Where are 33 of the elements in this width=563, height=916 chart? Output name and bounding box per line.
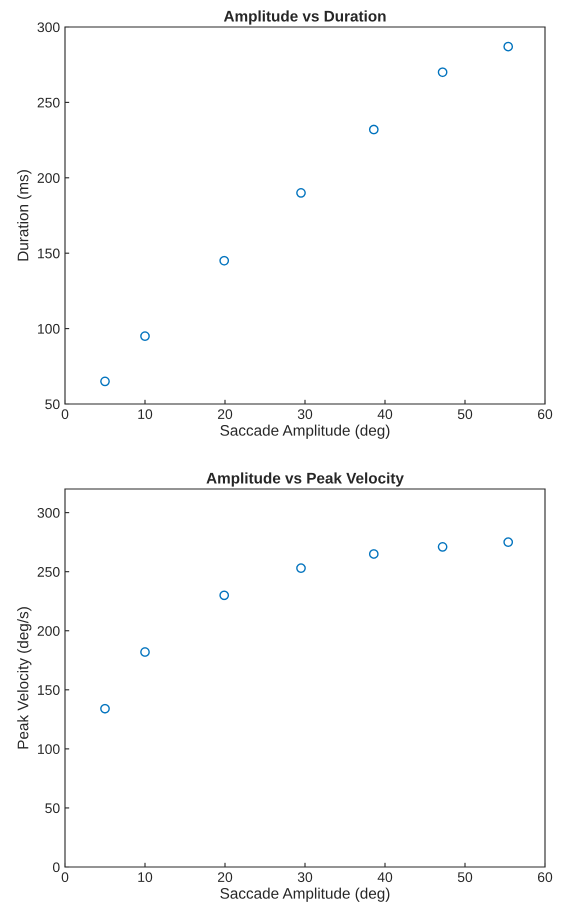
x-tick-label: 30 (298, 872, 312, 882)
chart-title: Amplitude vs Duration (224, 10, 386, 25)
y-axis-title: Duration (ms) (17, 170, 32, 261)
x-tick-label: 20 (218, 409, 232, 420)
y-tick-label: 250 (38, 567, 60, 577)
y-tick-label: 0 (52, 862, 60, 872)
x-tick-label: 0 (62, 409, 68, 420)
x-tick-label: 40 (378, 872, 392, 882)
x-tick-label: 10 (138, 409, 152, 420)
chart-title: Amplitude vs Peak Velocity (206, 472, 404, 487)
x-tick-label: 20 (218, 872, 232, 882)
x-axis-title: Saccade Amplitude (deg) (220, 888, 390, 902)
x-axis-title: Saccade Amplitude (deg) (220, 424, 390, 439)
x-tick-label: 60 (538, 409, 552, 420)
y-tick-label: 300 (38, 508, 60, 518)
x-tick-label: 60 (538, 872, 552, 882)
x-tick-label: 0 (62, 872, 68, 882)
x-tick-label: 30 (298, 409, 312, 420)
x-tick-label: 50 (458, 872, 472, 882)
y-tick-label: 150 (38, 685, 60, 695)
x-tick-label: 50 (458, 409, 472, 420)
x-tick-label: 10 (138, 872, 152, 882)
y-tick-label: 200 (38, 626, 60, 636)
y-tick-label: 50 (45, 803, 60, 814)
y-tick-label: 250 (38, 98, 60, 108)
y-tick-label: 100 (38, 744, 60, 754)
x-tick-label: 40 (378, 409, 392, 420)
y-tick-label: 100 (38, 324, 60, 334)
y-tick-label: 150 (38, 248, 60, 258)
y-tick-label: 300 (38, 22, 60, 32)
y-tick-label: 50 (45, 399, 60, 410)
y-tick-label: 200 (38, 173, 60, 183)
y-axis-title: Peak Velocity (deg/s) (17, 607, 32, 748)
